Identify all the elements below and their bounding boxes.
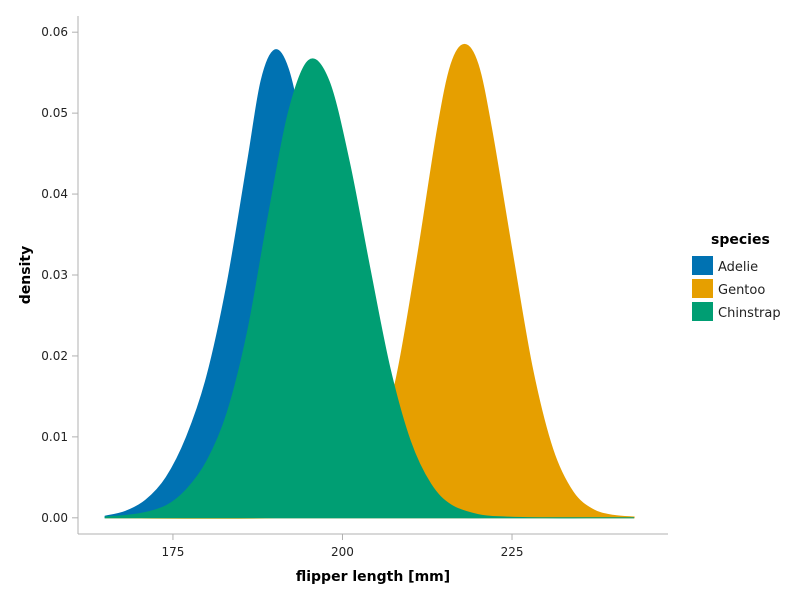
density-area-chinstrap	[104, 58, 635, 519]
axes: 0.00 0.01 0.02 0.03 0.04 0.05 0.06 175 200 225	[41, 16, 668, 559]
x-tick-label: 175	[161, 545, 184, 559]
y-tick-label: 0.06	[41, 25, 68, 39]
series-areas	[104, 43, 635, 519]
legend-title: species	[711, 232, 770, 248]
y-tick-label: 0.04	[41, 187, 68, 201]
legend-swatch-gentoo	[692, 279, 713, 298]
x-tick-label: 200	[331, 545, 354, 559]
legend-swatch-adelie	[692, 256, 713, 275]
legend-label-adelie: Adelie	[718, 260, 758, 275]
y-tick-label: 0.02	[41, 349, 68, 363]
legend-label-chinstrap: Chinstrap	[718, 306, 781, 321]
legend-label-gentoo: Gentoo	[718, 283, 765, 298]
y-tick-label: 0.05	[41, 106, 68, 120]
y-axis-title: density	[18, 246, 34, 304]
x-axis-title: flipper length [mm]	[296, 569, 450, 585]
legend: species Adelie Gentoo Chinstrap	[692, 232, 781, 321]
y-tick-label: 0.03	[41, 268, 68, 282]
y-tick-label: 0.00	[41, 511, 68, 525]
x-tick-label: 225	[501, 545, 524, 559]
legend-swatch-chinstrap	[692, 302, 713, 321]
y-tick-label: 0.01	[41, 430, 68, 444]
